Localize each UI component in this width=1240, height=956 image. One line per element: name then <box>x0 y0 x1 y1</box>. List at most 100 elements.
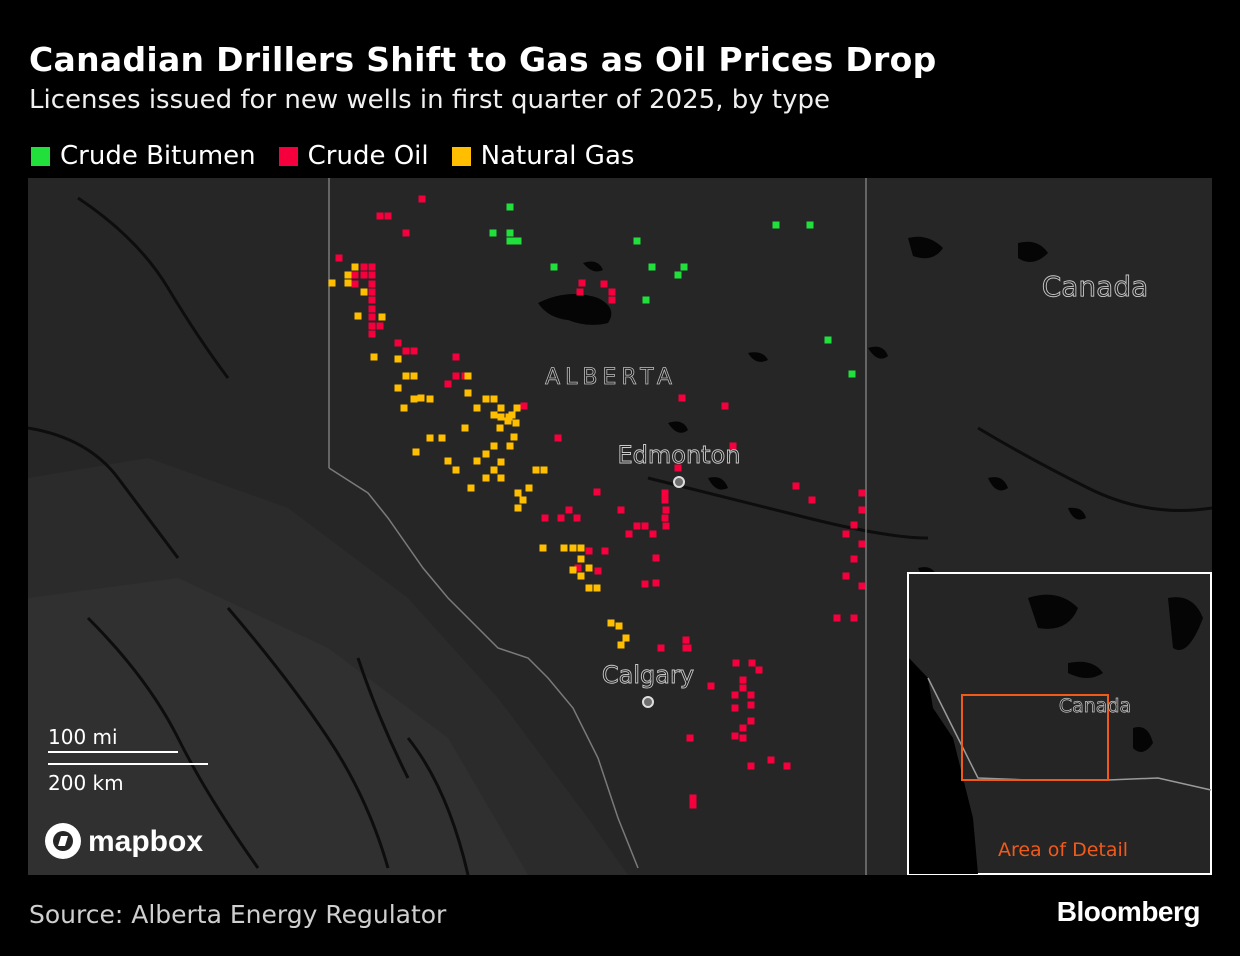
crude-oil-well-marker <box>335 254 343 262</box>
natural-gas-well-marker <box>444 457 452 465</box>
map-canvas[interactable]: ALBERTA Canada Edmonton Calgary 100 mi 2… <box>28 178 1212 875</box>
natural-gas-well-marker <box>464 389 472 397</box>
map[interactable]: ALBERTA Canada Edmonton Calgary 100 mi 2… <box>28 178 1212 875</box>
natural-gas-well-marker <box>519 496 527 504</box>
natural-gas-well-marker <box>482 450 490 458</box>
natural-gas-well-marker <box>344 279 352 287</box>
natural-gas-well-marker <box>497 404 505 412</box>
natural-gas-well-marker <box>593 584 601 592</box>
crude-oil-well-marker <box>554 434 562 442</box>
crude-oil-well-marker <box>748 659 756 667</box>
crude-oil-well-marker <box>410 347 418 355</box>
crude-oil-well-marker <box>351 280 359 288</box>
natural-gas-well-marker <box>513 404 521 412</box>
crude-oil-well-marker <box>747 762 755 770</box>
inset-border <box>927 677 1212 791</box>
source-note: Source: Alberta Energy Regulator <box>29 900 447 929</box>
legend-label-natural-gas: Natural Gas <box>480 141 635 171</box>
crude-oil-well-marker <box>739 676 747 684</box>
crude-bitumen-well-marker <box>506 203 514 211</box>
natural-gas-well-marker <box>617 641 625 649</box>
mapbox-wordmark: mapbox <box>88 825 203 858</box>
crude-oil-well-marker <box>585 547 593 555</box>
natural-gas-well-marker <box>370 353 378 361</box>
crude-oil-well-marker <box>682 636 690 644</box>
crude-oil-well-marker <box>578 279 586 287</box>
natural-gas-well-marker <box>514 489 522 497</box>
mapbox-attribution[interactable]: mapbox <box>45 823 203 859</box>
crude-oil-well-marker <box>729 442 737 450</box>
natural-gas-well-marker <box>525 484 533 492</box>
crude-oil-well-marker <box>452 353 460 361</box>
crude-oil-well-marker <box>444 380 452 388</box>
natural-gas-well-marker <box>577 544 585 552</box>
natural-gas-well-marker <box>497 458 505 466</box>
crude-oil-well-marker <box>617 506 625 514</box>
natural-gas-well-marker <box>344 271 352 279</box>
crude-bitumen-well-marker <box>633 237 641 245</box>
natural-gas-wells <box>328 263 630 649</box>
chart-subtitle: Licenses issued for new wells in first q… <box>29 85 830 115</box>
crude-oil-well-marker <box>452 372 460 380</box>
crude-bitumen-well-marker <box>506 229 514 237</box>
crude-oil-well-marker <box>608 296 616 304</box>
inset-country-label: Canada <box>1059 695 1131 717</box>
crude-bitumen-well-marker <box>648 263 656 271</box>
crude-oil-well-marker <box>842 572 850 580</box>
crude-oil-well-marker <box>657 644 665 652</box>
crude-oil-well-marker <box>649 530 657 538</box>
natural-gas-well-marker <box>577 555 585 563</box>
crude-oil-well-marker <box>625 530 633 538</box>
crude-bitumen-wells <box>489 203 856 378</box>
crude-oil-well-marker <box>661 514 669 522</box>
crude-oil-well-marker <box>686 734 694 742</box>
legend-swatch-crude-oil <box>278 146 298 166</box>
natural-gas-well-marker <box>622 634 630 642</box>
legend: Crude Bitumen Crude Oil Natural Gas <box>31 141 657 171</box>
natural-gas-well-marker <box>452 466 460 474</box>
natural-gas-well-marker <box>378 313 386 321</box>
crude-bitumen-well-marker <box>506 237 514 245</box>
crude-oil-well-marker <box>601 547 609 555</box>
natural-gas-well-marker <box>497 474 505 482</box>
crude-oil-well-marker <box>368 296 376 304</box>
crude-oil-well-marker <box>608 288 616 296</box>
scale-bar-km-label: 200 km <box>48 771 124 795</box>
crude-oil-well-marker <box>368 271 376 279</box>
chart-title: Canadian Drillers Shift to Gas as Oil Pr… <box>29 40 937 79</box>
inset-lake-east <box>1168 597 1203 650</box>
crude-oil-well-marker <box>731 704 739 712</box>
crude-oil-well-marker <box>747 701 755 709</box>
natural-gas-well-marker <box>328 279 336 287</box>
crude-oil-well-marker <box>755 666 763 674</box>
inset-area-of-detail <box>961 694 1109 781</box>
legend-label-crude-bitumen: Crude Bitumen <box>60 141 256 171</box>
natural-gas-well-marker <box>532 466 540 474</box>
crude-oil-well-marker <box>576 288 584 296</box>
crude-oil-well-marker <box>689 794 697 802</box>
province-label: ALBERTA <box>545 365 677 390</box>
crude-oil-well-marker <box>418 195 426 203</box>
crude-oil-well-marker <box>747 691 755 699</box>
crude-oil-well-marker <box>731 691 739 699</box>
crude-oil-well-marker <box>520 402 528 410</box>
natural-gas-well-marker <box>490 466 498 474</box>
crude-oil-well-marker <box>747 717 755 725</box>
crude-oil-well-marker <box>360 271 368 279</box>
crude-bitumen-well-marker <box>550 263 558 271</box>
natural-gas-well-marker <box>482 474 490 482</box>
natural-gas-well-marker <box>467 484 475 492</box>
natural-gas-well-marker <box>354 312 362 320</box>
natural-gas-well-marker <box>400 404 408 412</box>
crude-oil-well-marker <box>678 394 686 402</box>
crude-oil-well-marker <box>850 555 858 563</box>
natural-gas-well-marker <box>402 372 410 380</box>
crude-oil-well-marker <box>731 732 739 740</box>
natural-gas-well-marker <box>438 434 446 442</box>
legend-label-crude-oil: Crude Oil <box>307 141 429 171</box>
natural-gas-well-marker <box>540 466 548 474</box>
natural-gas-well-marker <box>510 433 518 441</box>
crude-oil-well-marker <box>689 801 697 809</box>
natural-gas-well-marker <box>496 424 504 432</box>
crude-bitumen-well-marker <box>824 336 832 344</box>
